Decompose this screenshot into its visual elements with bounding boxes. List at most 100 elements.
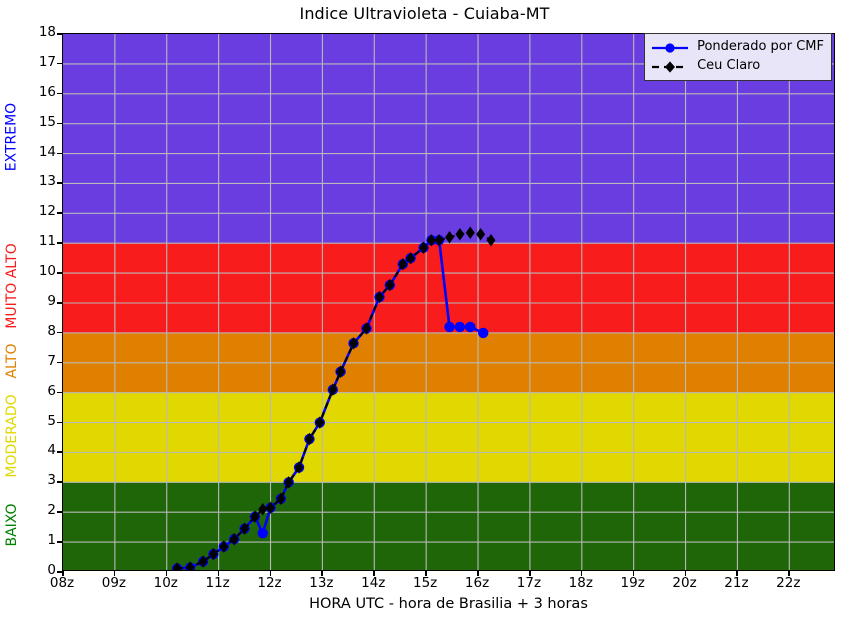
x-tick-label: 12z [257,575,282,591]
y-tick-label: 6 [47,382,56,399]
x-tick-label: 17z [516,575,542,591]
y-tick-label: 8 [47,322,56,339]
x-tick-label: 19z [620,575,645,591]
y-tick-mark [57,571,62,573]
x-tick-mark [477,571,479,576]
data-point-marker [276,492,286,505]
chart-title: Indice Ultravioleta - Cuiaba-MT [299,4,550,23]
y-tick-label: 18 [38,24,56,40]
y-tick-mark [57,361,62,364]
x-tick-mark [425,571,427,576]
data-point-marker [455,228,465,241]
y-tick-mark [57,541,62,543]
x-tick-mark [62,571,64,576]
x-tick-label: 15z [413,575,438,591]
x-tick-mark [788,571,790,576]
legend-item-ceu-claro: Ceu Claro [650,57,824,76]
y-tick-mark [57,421,62,424]
y-tick-mark [57,272,62,274]
y-tick-mark [57,391,62,394]
y-tick-mark [57,62,62,65]
data-point-marker [172,562,182,570]
data-point-marker [258,503,268,516]
legend-swatch-circle-icon [652,42,689,53]
data-point-marker [315,416,325,429]
x-tick-label: 21z [724,575,749,591]
x-tick-label: 09z [101,575,126,591]
y-tick-label: 7 [47,352,56,369]
data-point-marker [198,555,208,568]
data-point-marker [476,228,486,241]
x-tick-mark [736,571,739,576]
data-point-marker [362,322,371,335]
data-series-layer [171,226,496,570]
x-tick-mark [165,571,168,576]
y-tick-label: 16 [38,83,56,100]
x-tick-mark [580,571,583,576]
data-point-marker [426,234,436,247]
y-tick-label: 5 [47,412,56,429]
x-tick-label: 11z [205,575,230,591]
y-tick-mark [57,302,62,304]
x-tick-mark [632,571,635,576]
data-point-marker [398,257,408,271]
y-tick-label: 17 [38,53,56,70]
y-tick-label: 4 [47,442,56,459]
x-tick-label: 10z [153,575,178,591]
y-tick-mark [57,33,62,35]
data-point-marker [486,234,496,247]
x-tick-label: 20z [672,575,697,591]
chart-legend: Ponderado por CMF Ceu Claro [644,33,832,81]
legend-item-ponderado-por-cmf: Ponderado por CMF [650,38,824,57]
y-tick-mark [57,242,62,244]
y-tick-mark [57,212,62,214]
uv-band-moderado [63,392,834,483]
y-tick-label: 12 [38,203,56,220]
data-point-marker [445,231,454,244]
legend-label: Ceu Claro [697,58,761,74]
data-point-marker [336,365,346,378]
data-point-marker [185,561,195,570]
x-tick-label: 16z [464,575,490,591]
y-tick-label: 13 [38,173,56,190]
data-point-marker [257,527,268,539]
data-point-marker [284,476,294,489]
data-point-marker [328,383,338,396]
y-tick-mark [57,182,62,185]
x-tick-mark [217,571,220,576]
data-point-marker [444,321,455,333]
data-point-marker [349,337,358,350]
x-tick-mark [684,571,687,576]
y-tick-mark [57,331,62,334]
y-tick-label: 0 [47,562,56,578]
data-point-marker [465,321,476,333]
data-point-marker [208,547,218,561]
y-tick-label: 9 [47,293,56,309]
x-tick-label: 08z [49,575,75,591]
data-point-marker [478,327,489,339]
data-point-marker [294,461,304,474]
y-tick-mark [57,481,62,483]
x-tick-label: 22z [776,575,801,591]
data-point-marker [434,234,444,247]
y-tick-label: 2 [47,502,56,519]
x-tick-mark [528,571,531,576]
y-tick-label: 1 [47,532,56,549]
x-tick-label: 18z [568,575,593,591]
y-tick-mark [57,152,62,155]
data-point-marker [385,278,395,292]
x-tick-label: 14z [361,575,386,591]
x-axis-label: HORA UTC - hora de Brasilia + 3 horas [309,596,588,612]
y-tick-mark [57,511,62,513]
y-tick-label: 3 [47,472,56,489]
data-point-marker [454,321,466,333]
x-tick-mark [269,571,272,576]
x-tick-label: 13z [309,575,334,591]
plot-area [62,33,835,571]
y-tick-label: 10 [38,263,56,280]
y-tick-label: 14 [38,143,56,160]
grid-lines [63,34,834,570]
uv-band-baixo [63,482,834,570]
